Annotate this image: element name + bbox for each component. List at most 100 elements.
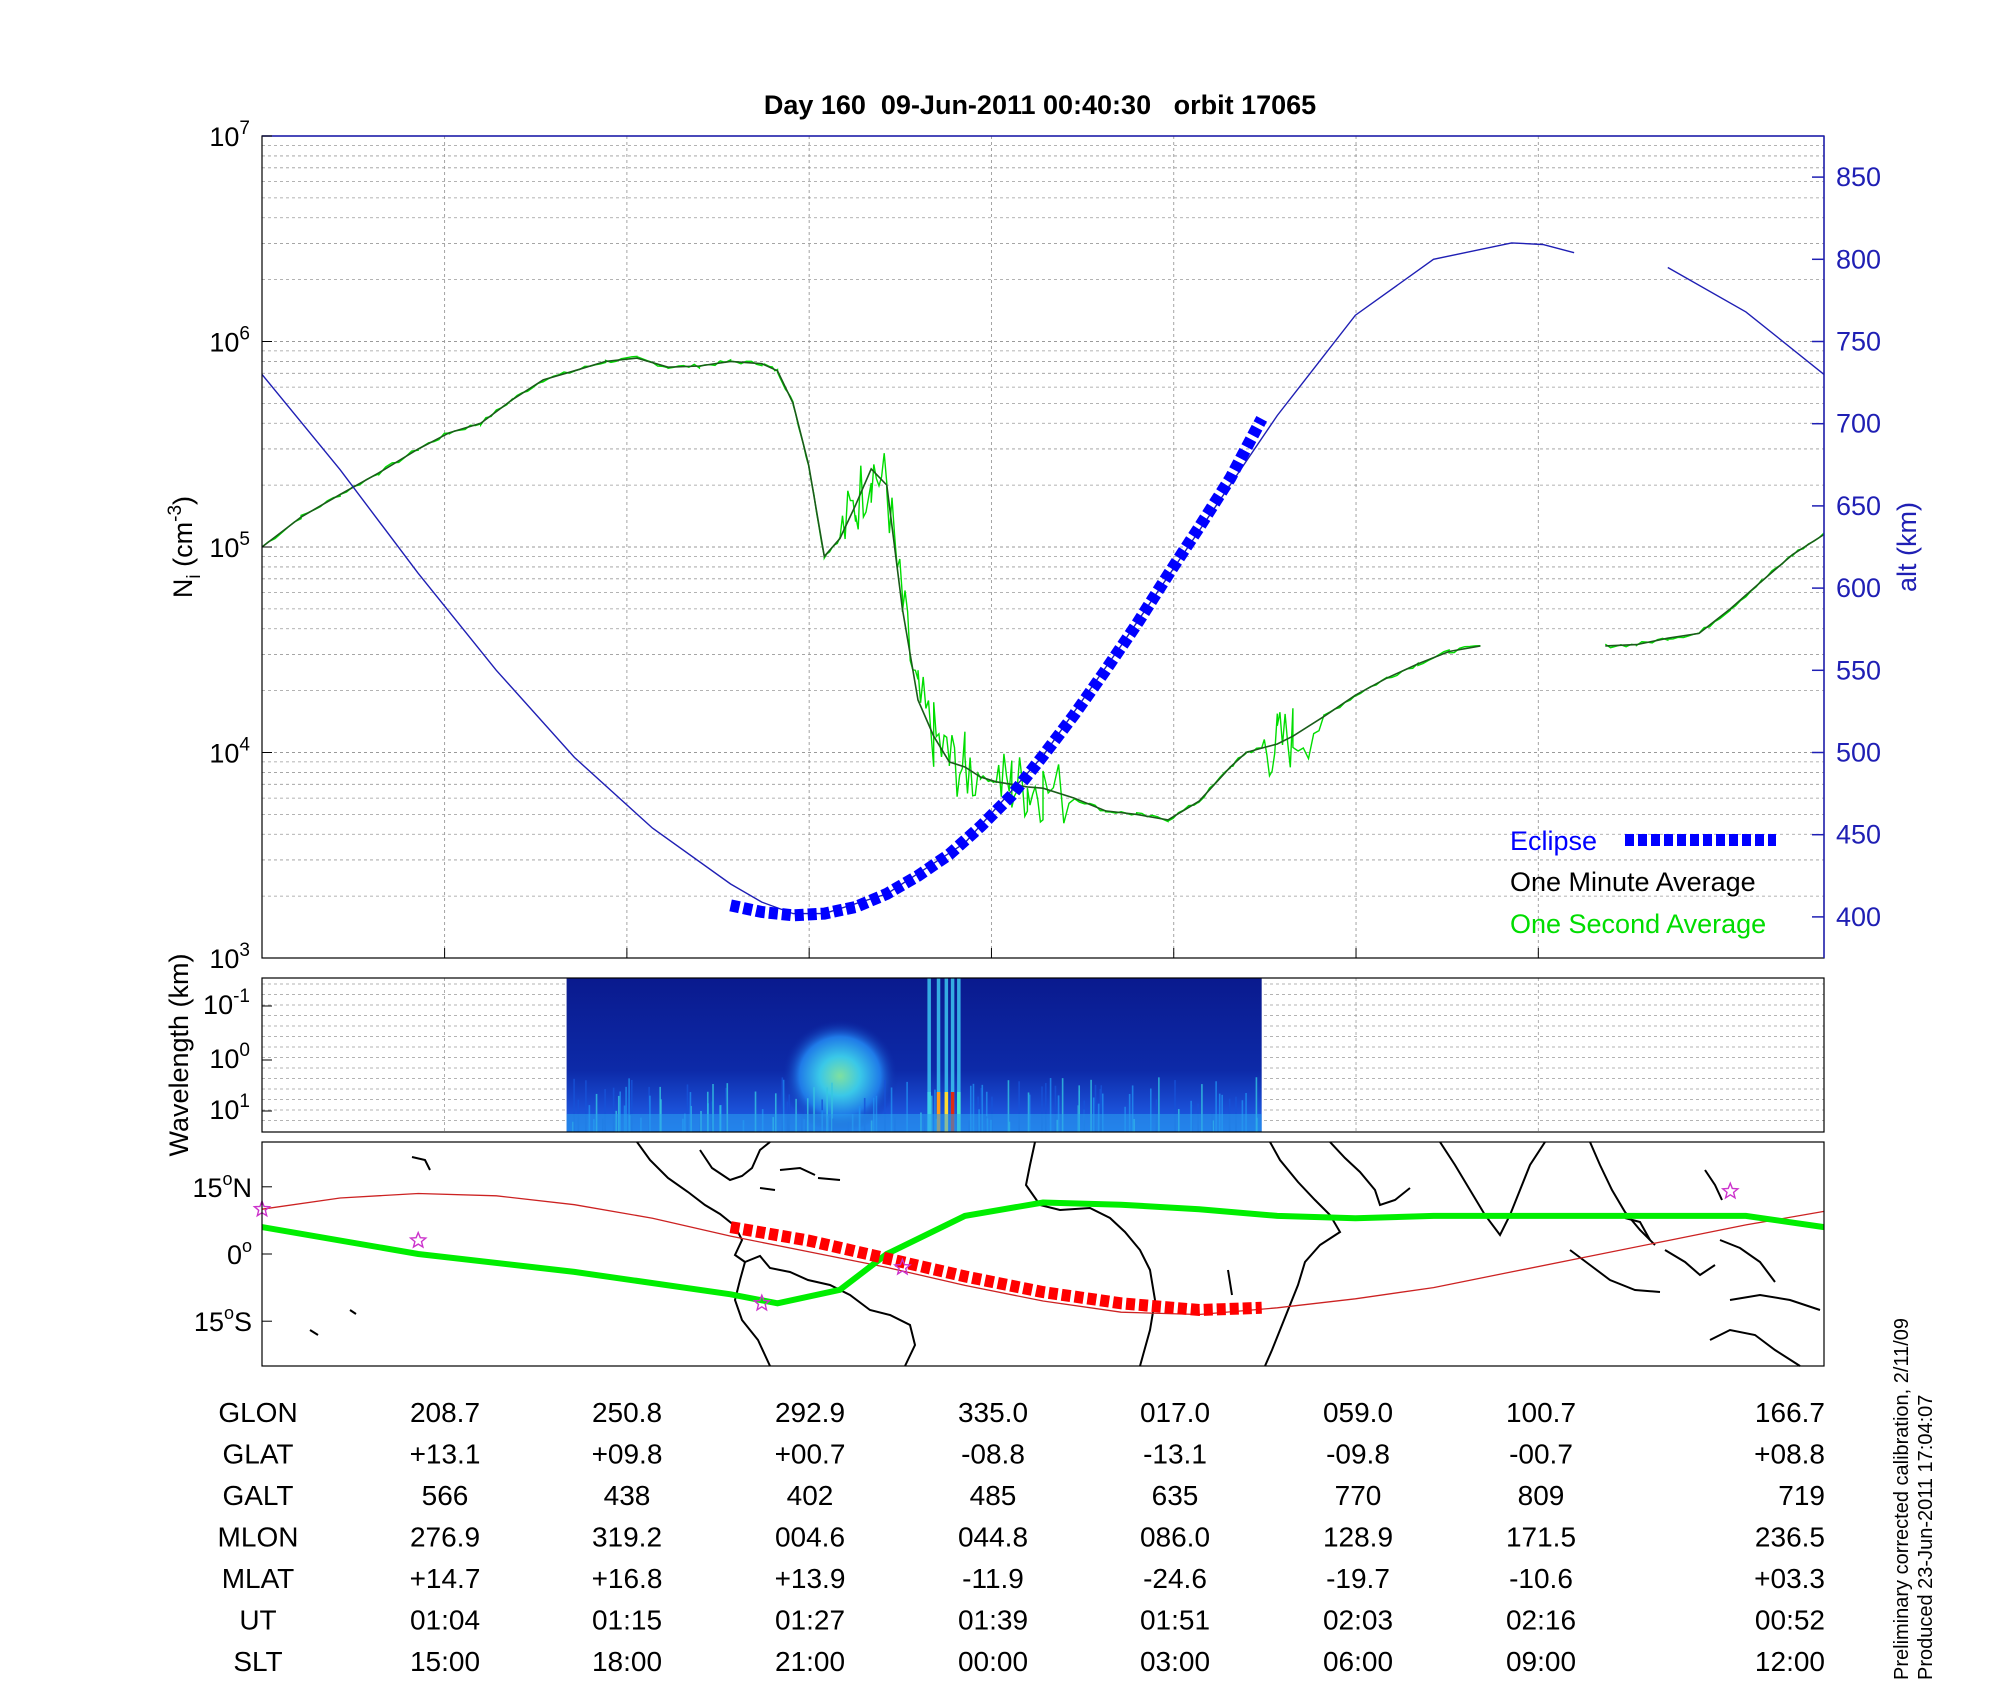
spectrogram-hot-column xyxy=(936,978,941,1132)
density-y-ticks: 103 104 105 106 107 xyxy=(209,118,272,974)
spectrogram-streak xyxy=(1049,1078,1052,1132)
spectrogram-streak xyxy=(754,1091,757,1132)
spectrogram-streak xyxy=(782,1079,785,1132)
spectrogram-streak xyxy=(1041,1086,1043,1132)
spectrogram-streak xyxy=(604,1089,606,1132)
table-cell: 01:51 xyxy=(1140,1605,1210,1636)
spectrogram-streak xyxy=(985,1091,988,1132)
table-cell: 276.9 xyxy=(410,1522,480,1553)
table-row-label: UT xyxy=(239,1605,276,1636)
legend-one-second-label: One Second Average xyxy=(1510,909,1766,939)
table-row-label: GLON xyxy=(218,1397,297,1428)
spectrogram-streak xyxy=(981,1084,984,1132)
spectrogram-streak xyxy=(1101,1093,1104,1132)
spectrogram-hot-base xyxy=(950,1092,955,1132)
spectrogram-streak xyxy=(1078,1085,1081,1132)
table-cell: 059.0 xyxy=(1323,1397,1393,1428)
spectrogram-image xyxy=(566,978,1262,1132)
spectrogram-streak xyxy=(1100,1085,1103,1132)
table-cell: 809 xyxy=(1518,1480,1565,1511)
table-cell: 770 xyxy=(1335,1480,1382,1511)
spectrogram-streak xyxy=(725,1087,727,1132)
spectrogram-streak xyxy=(628,1078,630,1132)
spectrogram-streak xyxy=(689,1092,692,1132)
spectrogram-hot-column xyxy=(957,978,961,1132)
table-row-label: GLAT xyxy=(222,1439,293,1470)
spectrogram-streak xyxy=(788,1094,791,1132)
spectrogram-streak xyxy=(831,1082,833,1132)
table-cell: 15:00 xyxy=(410,1646,480,1677)
spectrogram-hot-column xyxy=(927,978,931,1132)
table-cell: 166.7 xyxy=(1755,1397,1825,1428)
table-cell: 485 xyxy=(970,1480,1017,1511)
star-marker-icon xyxy=(1720,1181,1740,1200)
spectrogram-streak xyxy=(934,1089,936,1132)
density-tick-label: 105 xyxy=(209,529,250,563)
table-cell: 208.7 xyxy=(410,1397,480,1428)
spectrogram-streak xyxy=(813,1087,815,1132)
star-marker-icon xyxy=(408,1230,428,1249)
spectrogram-streak xyxy=(649,1095,651,1132)
latitude-tick-label: 15oS xyxy=(194,1303,252,1337)
spectrogram-streak xyxy=(1028,1094,1031,1132)
spectrogram-streak xyxy=(630,1079,633,1132)
table-cell: 086.0 xyxy=(1140,1522,1210,1553)
spectrogram-streak xyxy=(573,1078,575,1132)
table-cell: 100.7 xyxy=(1506,1397,1576,1428)
table-cell: -24.6 xyxy=(1143,1563,1207,1594)
altitude-tick-label: 850 xyxy=(1836,162,1881,192)
spectrogram-streak xyxy=(625,1086,627,1132)
spectrogram-streak xyxy=(1149,1088,1152,1132)
spectrogram-streak xyxy=(930,1095,933,1132)
altitude-tick-label: 500 xyxy=(1836,738,1881,768)
table-cell: 03:00 xyxy=(1140,1646,1210,1677)
density-tick-label: 103 xyxy=(209,940,250,974)
table-row-label: MLON xyxy=(218,1522,299,1553)
ephemeris-table: GLON 208.7 250.8 292.9 335.0 017.0 059.0 100.7 1… xyxy=(218,1397,1825,1677)
spectrogram-streak xyxy=(1061,1078,1064,1132)
altitude-tick-label: 650 xyxy=(1836,491,1881,521)
spectrogram-streak xyxy=(1158,1077,1160,1132)
table-cell: 335.0 xyxy=(958,1397,1028,1428)
wavelength-tick-label: 10-1 xyxy=(203,986,250,1020)
latitude-tick-label: 0o xyxy=(227,1236,252,1270)
wavelength-spectrogram-panel: 10-1 100 101 Wavelength (km) xyxy=(164,953,1825,1157)
table-cell: 01:04 xyxy=(410,1605,480,1636)
spectrogram-streak xyxy=(706,1091,709,1132)
table-cell: +14.7 xyxy=(410,1563,481,1594)
spectrogram-hot-base xyxy=(936,1092,941,1132)
table-cell: -10.6 xyxy=(1509,1563,1573,1594)
table-cell: 171.5 xyxy=(1506,1522,1576,1553)
spectrogram-streak xyxy=(1094,1084,1097,1132)
spectrogram-low-band xyxy=(566,1114,1262,1132)
table-cell: 236.5 xyxy=(1755,1522,1825,1553)
ground-track-map-panel: 15oN 0o 15oS xyxy=(192,1141,1825,1367)
spectrogram-streak xyxy=(906,1081,908,1132)
table-cell: 12:00 xyxy=(1755,1646,1825,1677)
table-row-label: GALT xyxy=(222,1480,293,1511)
spectrogram-streak xyxy=(1131,1085,1134,1132)
table-cell: +00.7 xyxy=(775,1439,846,1470)
eclipse-line xyxy=(729,415,1268,922)
density-axis-label: Ni (cm-3) xyxy=(165,496,205,598)
spectrogram-hot-base xyxy=(927,1092,931,1132)
latitude-y-ticks: 15oN 0o 15oS xyxy=(192,1169,272,1337)
star-markers xyxy=(252,1181,1740,1312)
wavelength-tick-label: 101 xyxy=(209,1091,250,1125)
table-cell: 02:16 xyxy=(1506,1605,1576,1636)
spectrogram-hot-column xyxy=(950,978,955,1132)
table-cell: 566 xyxy=(422,1480,469,1511)
spectrogram-streak xyxy=(1201,1084,1203,1132)
legend: Eclipse One Minute Average One Second Av… xyxy=(1510,826,1776,939)
one-minute-average-line xyxy=(261,357,1825,821)
table-cell: 00:00 xyxy=(958,1646,1028,1677)
density-altitude-panel: 103 104 105 106 107 400 450 500 550 600 650 700 750… xyxy=(165,118,1922,974)
calibration-note: Preliminary corrected calibration, 2/11/… xyxy=(1891,1318,1913,1680)
table-cell: 719 xyxy=(1778,1480,1825,1511)
spectrogram-streak xyxy=(726,1083,729,1132)
table-cell: -19.7 xyxy=(1326,1563,1390,1594)
spectrogram-streak xyxy=(659,1086,661,1132)
star-marker-icon xyxy=(752,1293,772,1312)
legend-one-minute-label: One Minute Average xyxy=(1510,867,1756,897)
